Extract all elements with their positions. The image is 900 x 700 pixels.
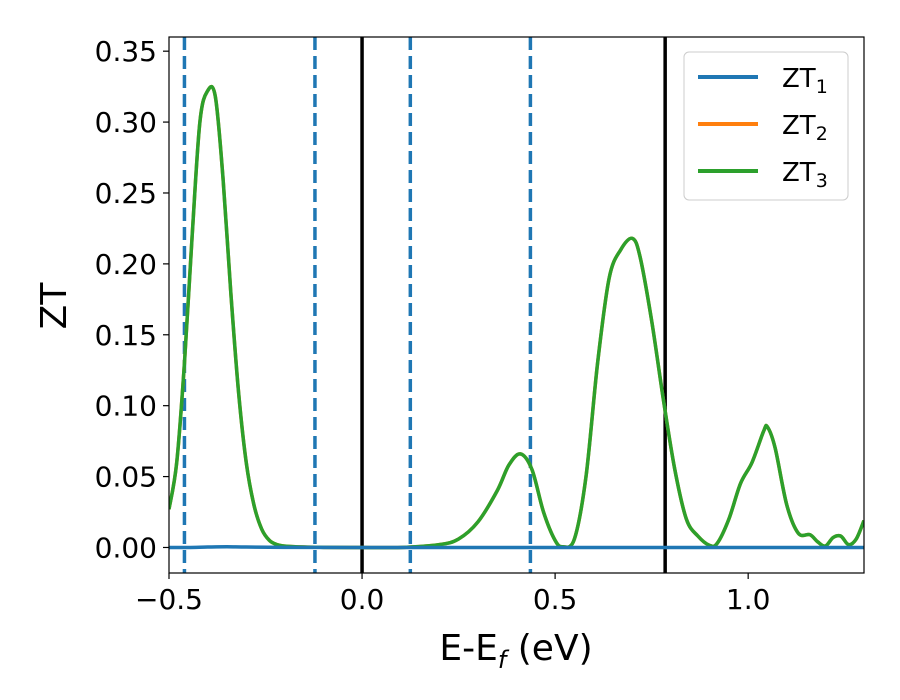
y-tick-label: 0.30 <box>95 106 157 139</box>
legend-entry-zt3: ZT3 <box>698 158 828 192</box>
x-axis-title-unit: (eV) <box>506 628 592 669</box>
y-tick-label: 0.00 <box>95 531 157 564</box>
y-tick-label: 0.15 <box>95 319 157 352</box>
legend-label-zt2: ZT2 <box>782 111 828 145</box>
x-tick-label: 0.5 <box>533 583 578 616</box>
x-axis-title-main: E-E <box>439 628 497 669</box>
legend-label-zt1-sub: 1 <box>816 76 828 98</box>
x-axis-title: E-Ef (eV) <box>439 628 592 674</box>
y-tick-label: 0.10 <box>95 390 157 423</box>
axes-frame <box>168 36 865 574</box>
legend-frame <box>683 51 849 201</box>
plot-area <box>169 37 864 573</box>
legend-label-zt3: ZT3 <box>782 158 828 192</box>
legend-label-zt3-sub: 3 <box>816 170 828 192</box>
y-tick-label: 0.05 <box>95 461 157 494</box>
legend-label-zt2-sub: 2 <box>816 123 828 145</box>
legend-label-zt2-main: ZT <box>782 111 816 141</box>
legend-label-zt1-main: ZT <box>782 64 816 94</box>
x-tick-label: −0.5 <box>135 583 203 616</box>
x-tick-label: 0.0 <box>340 583 385 616</box>
x-tick-label: 1.0 <box>726 583 771 616</box>
y-tick-label: 0.35 <box>95 35 157 68</box>
legend-label-zt3-main: ZT <box>782 158 816 188</box>
legend-entry-zt2: ZT2 <box>698 111 828 145</box>
axes: −0.5 0.0 0.5 1.0 0.00 0.05 0.10 0.15 0.20 0.25 0.3… <box>95 35 865 616</box>
legend: ZT1 ZT2 ZT3 <box>683 51 849 201</box>
y-tick-label: 0.20 <box>95 248 157 281</box>
y-axis-title: ZT <box>34 282 75 330</box>
legend-label-zt1: ZT1 <box>782 64 828 98</box>
series-line-zt1 <box>169 545 864 550</box>
y-tick-label: 0.25 <box>95 177 157 210</box>
legend-entry-zt1: ZT1 <box>698 64 828 98</box>
